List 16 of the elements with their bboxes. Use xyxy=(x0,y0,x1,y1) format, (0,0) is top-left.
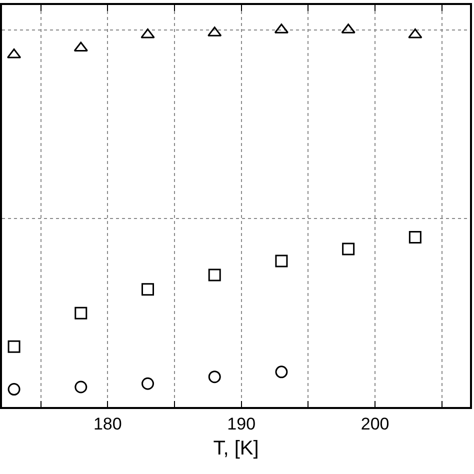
x-axis-title: T, [K] xyxy=(213,437,259,460)
point xyxy=(275,366,288,378)
x-tick-label: 200 xyxy=(360,414,390,434)
point xyxy=(142,283,154,296)
point xyxy=(8,383,20,396)
point xyxy=(342,242,355,256)
x-tick-label: 190 xyxy=(227,414,256,434)
point xyxy=(408,231,422,244)
point xyxy=(275,254,288,268)
point xyxy=(8,340,20,353)
point xyxy=(74,380,88,394)
x-tick-label: 180 xyxy=(93,414,122,434)
point xyxy=(142,377,154,390)
point xyxy=(208,370,221,384)
point xyxy=(74,306,88,320)
point xyxy=(208,268,221,282)
